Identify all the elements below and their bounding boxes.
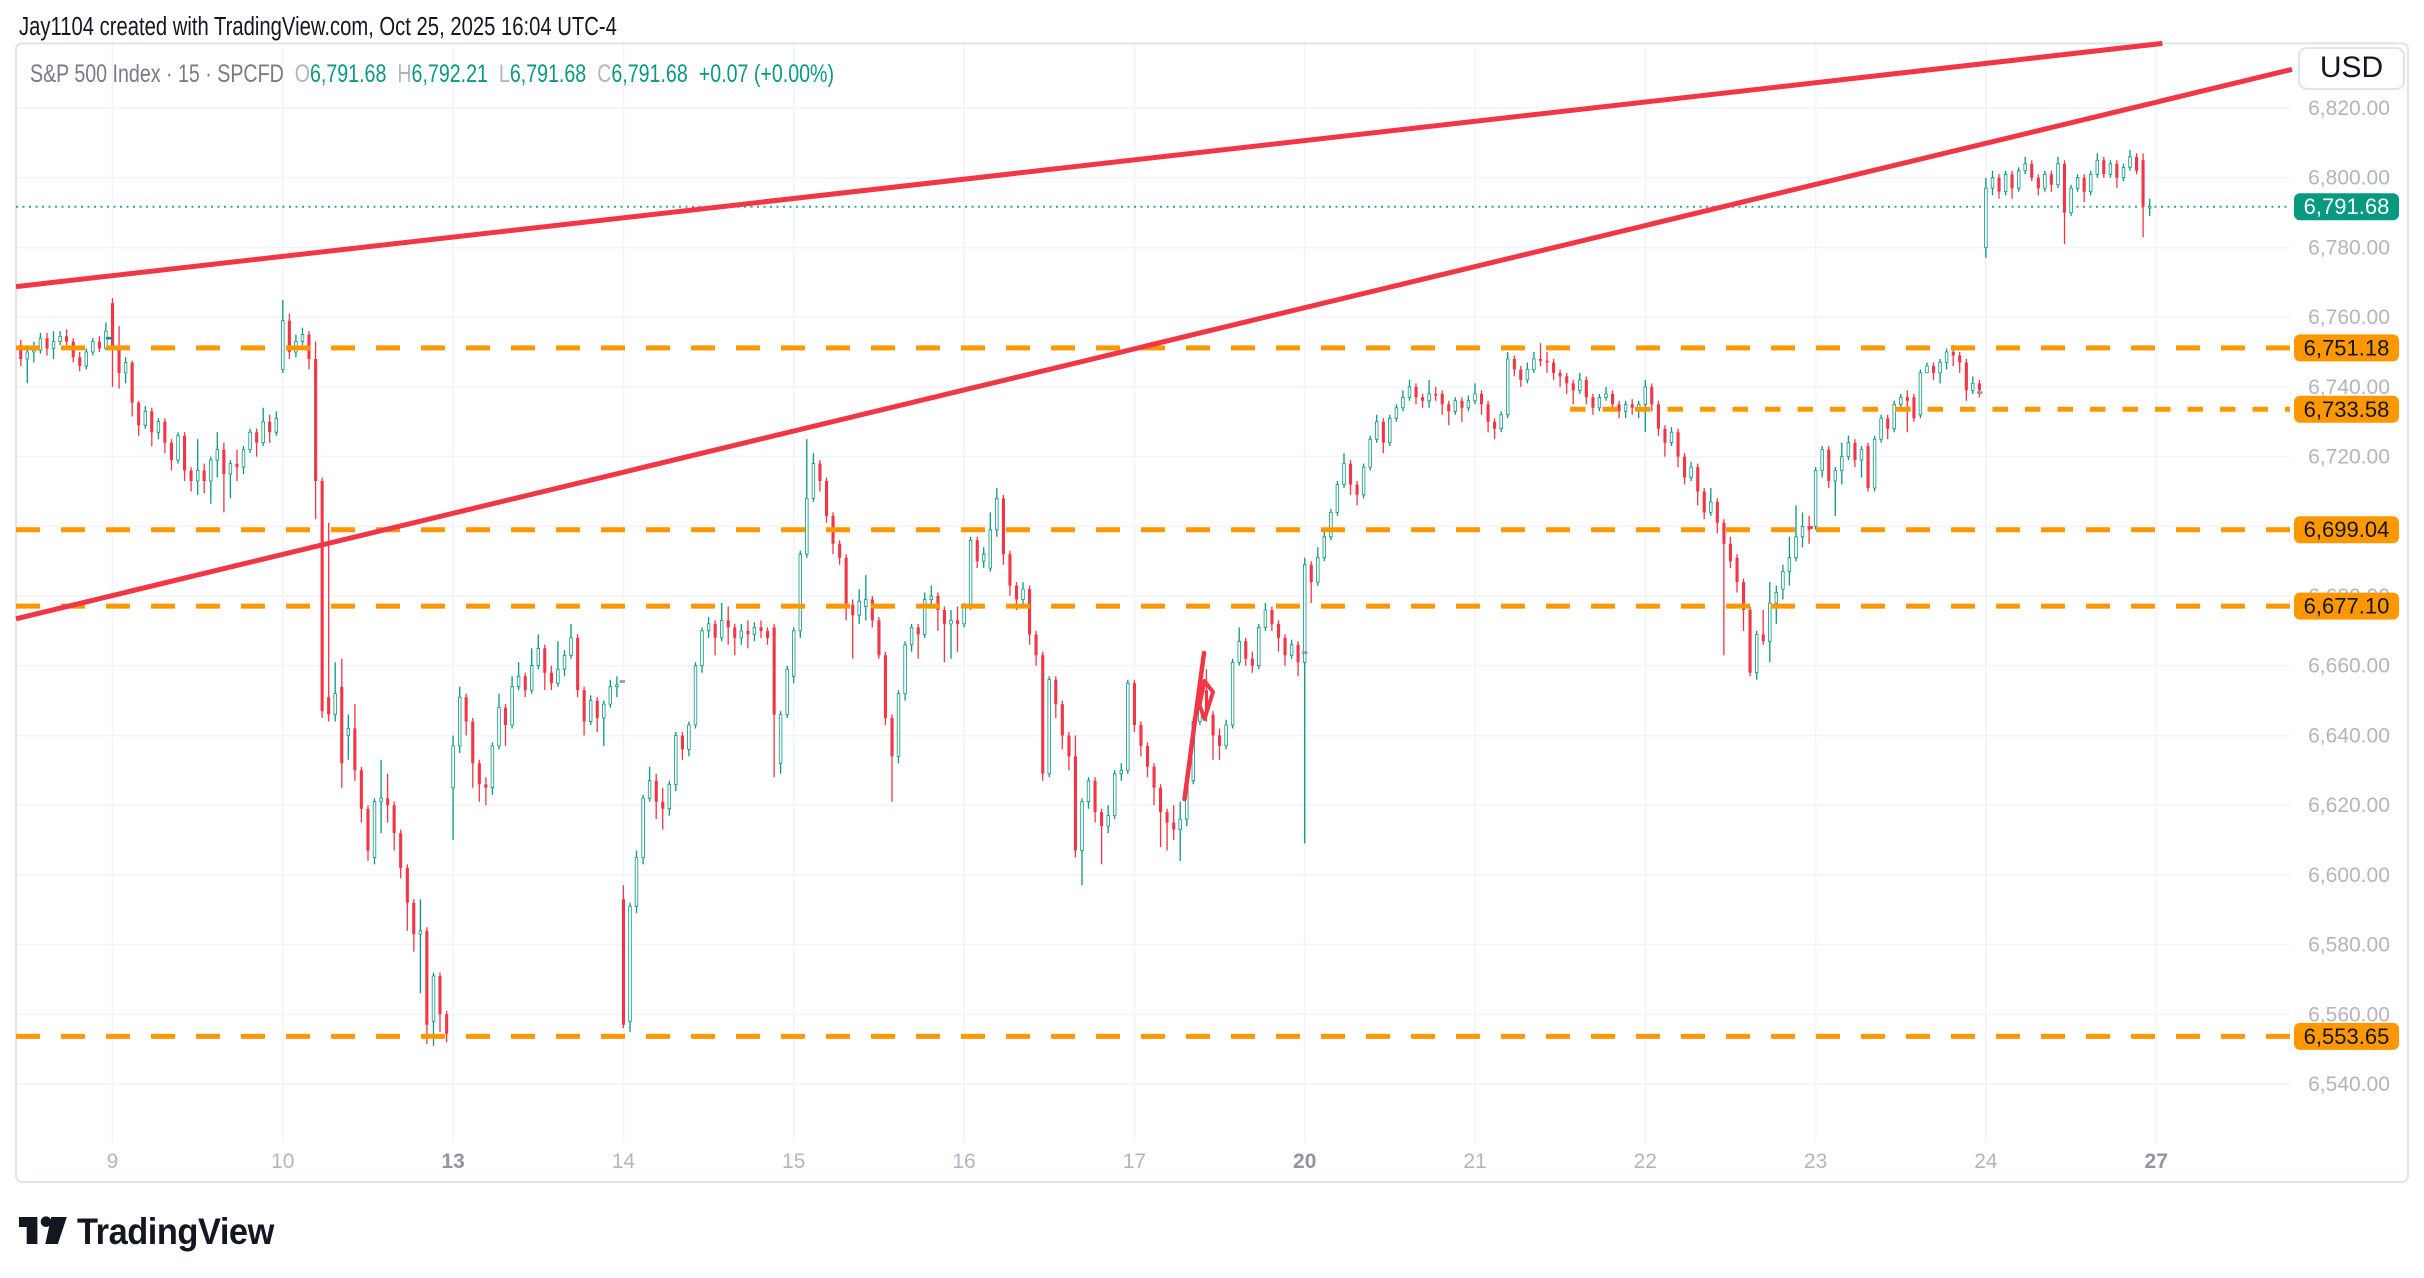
svg-text:USD: USD — [2320, 51, 2383, 84]
svg-text:10: 10 — [271, 1150, 294, 1173]
svg-text:6,780.00: 6,780.00 — [2308, 237, 2390, 260]
svg-text:23: 23 — [1804, 1150, 1827, 1173]
svg-text:6,751.18: 6,751.18 — [2304, 335, 2390, 360]
svg-text:6,740.00: 6,740.00 — [2308, 376, 2390, 399]
svg-text:22: 22 — [1634, 1150, 1657, 1173]
svg-text:6,540.00: 6,540.00 — [2308, 1073, 2390, 1096]
svg-text:6,677.10: 6,677.10 — [2304, 594, 2390, 619]
svg-text:9: 9 — [107, 1150, 119, 1173]
svg-text:6,660.00: 6,660.00 — [2308, 655, 2390, 678]
svg-text:TradingView: TradingView — [77, 1211, 275, 1252]
svg-text:16: 16 — [952, 1150, 975, 1173]
svg-text:13: 13 — [441, 1150, 464, 1173]
svg-text:6,820.00: 6,820.00 — [2308, 97, 2390, 120]
svg-text:6,791.68: 6,791.68 — [2304, 194, 2390, 219]
svg-text:6,800.00: 6,800.00 — [2308, 167, 2390, 190]
svg-text:14: 14 — [612, 1150, 636, 1173]
svg-text:6,720.00: 6,720.00 — [2308, 446, 2390, 469]
svg-text:6,699.04: 6,699.04 — [2304, 517, 2390, 542]
svg-text:6,640.00: 6,640.00 — [2308, 725, 2390, 748]
svg-text:24: 24 — [1974, 1150, 1998, 1173]
svg-text:6,733.58: 6,733.58 — [2304, 397, 2390, 422]
svg-text:6,760.00: 6,760.00 — [2308, 306, 2390, 329]
svg-text:6,600.00: 6,600.00 — [2308, 864, 2390, 887]
svg-text:Jay1104 created with TradingVi: Jay1104 created with TradingView.com, Oc… — [19, 12, 617, 41]
svg-text:6,553.65: 6,553.65 — [2304, 1024, 2390, 1049]
svg-text:6,560.00: 6,560.00 — [2308, 1003, 2390, 1026]
svg-text:21: 21 — [1463, 1150, 1486, 1173]
svg-text:27: 27 — [2145, 1150, 2168, 1173]
svg-text:17: 17 — [1123, 1150, 1146, 1173]
svg-text:6,580.00: 6,580.00 — [2308, 934, 2390, 957]
svg-text:20: 20 — [1293, 1150, 1316, 1173]
svg-text:6,620.00: 6,620.00 — [2308, 794, 2390, 817]
svg-text:15: 15 — [782, 1150, 805, 1173]
